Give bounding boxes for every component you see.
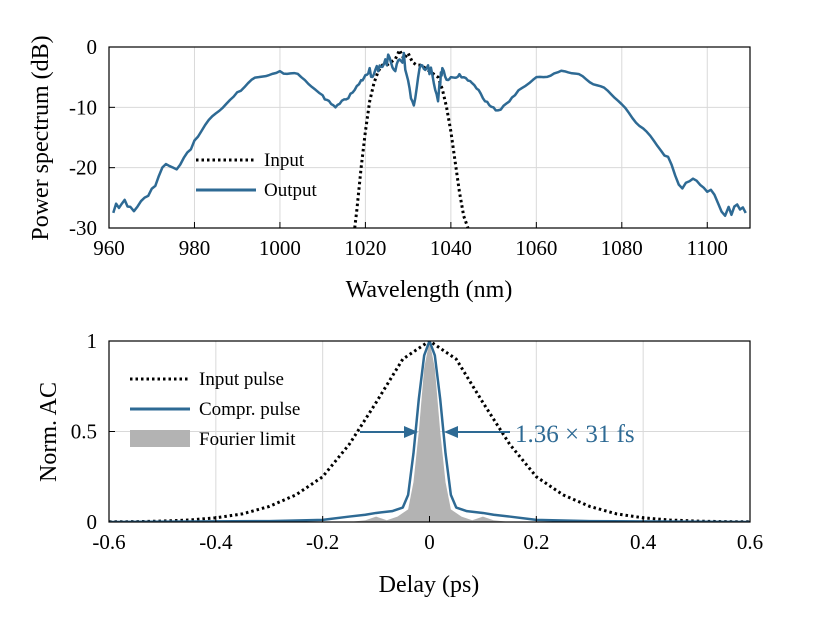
spectrum-x-tick-960: 960 — [93, 236, 125, 260]
spectrum-plot-frame — [108, 46, 751, 229]
ac-x-tick-0-2: -0.2 — [306, 530, 339, 554]
ac-legend: Input pulse Compr. pulse Fourier limit — [130, 369, 300, 450]
ac-x-tick-0-6: 0.6 — [737, 530, 763, 554]
spectrum-y-axis-label: Power spectrum (dB) — [28, 35, 54, 240]
ac-y-tick-0-5: 0.5 — [71, 420, 97, 444]
fwhm-annotation-label: 1.36 × 31 fs — [515, 421, 635, 448]
ac-y-tick-0: 0 — [87, 510, 98, 534]
spectrum-x-tick-980: 980 — [179, 236, 211, 260]
ac-x-tick-0-6: -0.6 — [92, 530, 125, 554]
legend-label-compr-pulse: Compr. pulse — [199, 399, 300, 420]
spectrum-y-ticks: 0 -10 -20 -30 — [69, 35, 115, 240]
legend-label-fourier-limit: Fourier limit — [199, 429, 296, 450]
legend-label-input: Input — [264, 150, 305, 171]
ac-y-tick-1: 1 — [87, 329, 98, 353]
ac-x-tick-0: 0 — [424, 530, 435, 554]
autocorrelation-chart: -0.6 -0.4 -0.2 0 0.2 0.4 0.6 10.50 Delay (ps) … — [36, 329, 763, 598]
spectrum-y-tick-30: -30 — [69, 216, 97, 240]
fwhm-annotation: 1.36 × 31 fs — [360, 421, 635, 448]
legend-label-input-pulse: Input pulse — [199, 369, 284, 390]
spectrum-chart: 960 980 1000 1020 1040 1060 1080 1100 0 -10 -20 -3… — [28, 35, 751, 303]
spectrum-series-input — [353, 47, 470, 228]
legend-label-output: Output — [264, 180, 318, 201]
spectrum-x-tick-1000: 1000 — [259, 236, 301, 260]
ac-series-fourier-limit — [349, 341, 510, 522]
ac-x-ticks: -0.6 -0.4 -0.2 0 0.2 0.4 0.6 — [92, 516, 763, 554]
ac-x-tick-0-2: 0.2 — [523, 530, 549, 554]
spectrum-x-tick-1020: 1020 — [344, 236, 386, 260]
fwhm-arrow-left-head — [404, 426, 418, 438]
ac-y-axis-label: Norm. AC — [36, 382, 62, 482]
spectrum-x-axis-label: Wavelength (nm) — [346, 277, 513, 303]
spectrum-legend: Input Output — [196, 150, 318, 201]
legend-swatch-fourier-limit — [130, 430, 190, 447]
ac-x-tick-0-4: 0.4 — [630, 530, 657, 554]
spectrum-x-tick-1080: 1080 — [601, 236, 643, 260]
spectrum-x-ticks: 960 980 1000 1020 1040 1060 1080 1100 — [93, 222, 728, 260]
fwhm-arrow-right-head — [444, 426, 458, 438]
spectrum-series-output — [112, 51, 747, 218]
spectrum-y-tick-20: -20 — [69, 156, 97, 180]
spectrum-x-tick-1100: 1100 — [687, 236, 728, 260]
ac-x-axis-label: Delay (ps) — [379, 572, 480, 598]
spectrum-y-tick-0: 0 — [87, 35, 98, 59]
spectrum-x-tick-1060: 1060 — [515, 236, 557, 260]
spectrum-y-tick-10: -10 — [69, 95, 97, 119]
ac-y-ticks: 10.50 — [71, 329, 115, 534]
ac-series-compr-pulse — [109, 341, 750, 522]
ac-x-tick-0-4: -0.4 — [199, 530, 233, 554]
spectrum-series — [112, 47, 747, 228]
spectrum-x-tick-1040: 1040 — [430, 236, 472, 260]
